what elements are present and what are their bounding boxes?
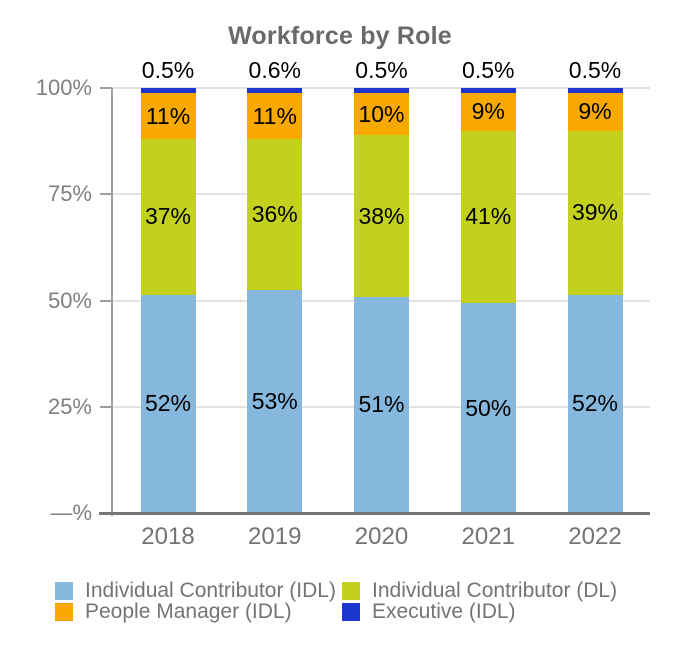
y-axis-tick xyxy=(100,299,112,302)
bar-top-value-label: 0.5% xyxy=(568,57,622,83)
bar-top-value-label: 0.5% xyxy=(141,57,195,83)
bar-segment: 10% xyxy=(354,93,409,136)
bar-segment xyxy=(247,88,303,93)
segment-value-label: 37% xyxy=(144,203,192,230)
y-axis-line xyxy=(111,88,113,516)
segment-value-label: 38% xyxy=(358,202,405,229)
legend-label: Executive (IDL) xyxy=(372,600,516,623)
segment-value-label: 11% xyxy=(145,102,191,129)
bar-segment: 52% xyxy=(567,294,623,513)
segment-value-label: 10% xyxy=(358,100,405,127)
legend-swatch-icon xyxy=(55,602,73,621)
bar-segment: 9% xyxy=(567,93,623,131)
segment-value-label: 52% xyxy=(571,390,619,417)
legend-item: Individual Contributor (DL) xyxy=(342,579,618,602)
segment-value-label: 11% xyxy=(252,102,297,129)
bar-segment: 41% xyxy=(460,130,516,303)
bar-2018: 52% 37% 11% 0.5% xyxy=(140,58,196,513)
bar-top-value-label: 0.6% xyxy=(248,57,301,83)
bar-top-value-label: 0.5% xyxy=(355,57,408,83)
y-axis-label: 100% xyxy=(35,75,92,100)
segment-value-label: 50% xyxy=(465,394,512,421)
x-axis-label-2020: 2020 xyxy=(354,523,409,550)
x-axis-label-2022: 2022 xyxy=(568,523,622,550)
segment-value-label: 41% xyxy=(465,203,512,230)
x-axis-label-2019: 2019 xyxy=(248,523,302,550)
bar-segment: 52% xyxy=(140,294,196,513)
y-axis-label: 50% xyxy=(47,287,92,313)
legend-label: Individual Contributor (DL) xyxy=(372,579,618,602)
bar-segment xyxy=(354,88,409,93)
segment-value-label: 9% xyxy=(471,98,505,125)
bar-2021: 50% 41% 9% 0.5% xyxy=(460,58,516,513)
bar-2019: 53% 36% 11% 0.6% xyxy=(247,58,303,513)
bar-segment xyxy=(460,88,516,93)
legend-swatch-icon xyxy=(342,581,360,600)
x-axis-label-2018: 2018 xyxy=(141,523,195,550)
segment-value-label: 39% xyxy=(571,199,619,226)
segment-value-label: 36% xyxy=(251,201,298,228)
y-axis-label: —% xyxy=(50,500,92,525)
legend-item: Individual Contributor (IDL) xyxy=(55,579,342,602)
bar-segment: 51% xyxy=(354,296,409,513)
bar-top-value-label: 0.5% xyxy=(462,57,515,83)
segment-value-label: 53% xyxy=(251,388,298,415)
bar-segment: 50% xyxy=(460,303,516,513)
bar-2022: 52% 39% 9% 0.5% xyxy=(567,58,623,513)
y-axis-tick xyxy=(100,405,112,408)
bar-2020: 51% 38% 10% 0.5% xyxy=(354,58,409,513)
legend-label: People Manager (IDL) xyxy=(85,600,292,623)
bar-segment: 37% xyxy=(140,139,196,295)
bar-segment: 11% xyxy=(140,93,196,140)
chart-title: Workforce by Role xyxy=(228,22,452,50)
y-axis-tick xyxy=(100,193,112,196)
bar-segment xyxy=(140,88,196,93)
y-axis-tick xyxy=(100,87,112,89)
segment-value-label: 9% xyxy=(578,98,612,125)
bar-segment: 9% xyxy=(460,93,516,131)
bar-segment xyxy=(567,88,623,93)
bar-segment: 11% xyxy=(247,93,303,140)
bar-segment: 38% xyxy=(354,135,409,297)
segment-value-label: 51% xyxy=(358,391,405,418)
legend-item: Executive (IDL) xyxy=(342,600,617,623)
legend-swatch-icon xyxy=(342,602,360,621)
legend: Individual Contributor (IDL) Individual C… xyxy=(55,579,618,623)
x-axis-label-2021: 2021 xyxy=(461,523,515,550)
y-axis-label: 25% xyxy=(47,393,92,419)
bar-segment: 53% xyxy=(247,290,303,513)
bar-segment: 36% xyxy=(247,139,303,291)
x-axis-line xyxy=(99,512,650,515)
legend-item: People Manager (IDL) xyxy=(55,600,342,623)
legend-swatch-icon xyxy=(55,581,73,600)
bar-segment: 39% xyxy=(567,130,623,295)
y-axis-label: 75% xyxy=(47,181,92,207)
legend-label: Individual Contributor (IDL) xyxy=(85,579,336,602)
segment-value-label: 52% xyxy=(144,390,192,417)
